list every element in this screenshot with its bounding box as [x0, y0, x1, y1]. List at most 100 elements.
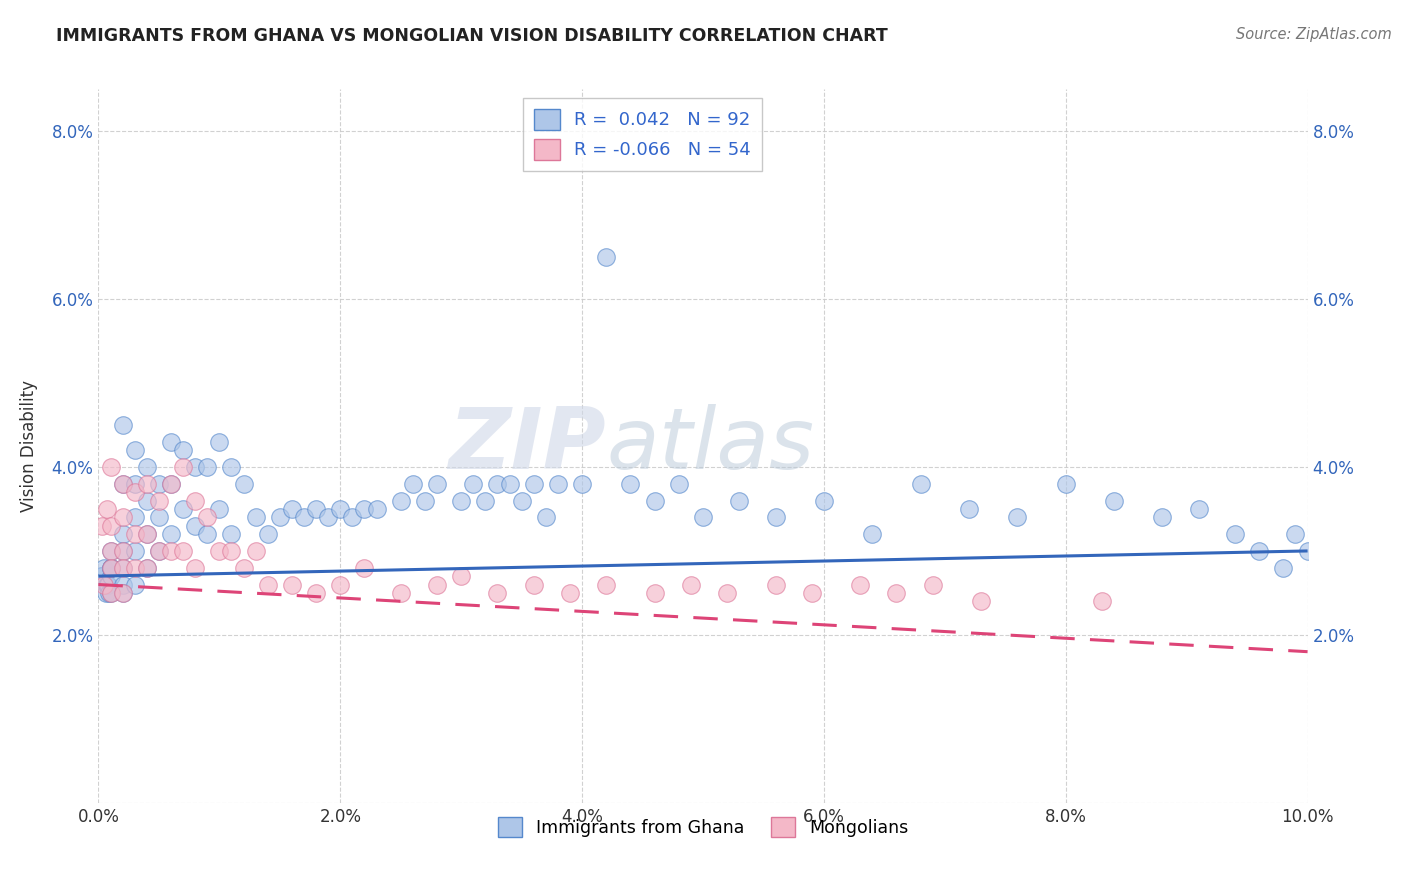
Point: [910, 476, 932, 491]
Point: [124, 443, 146, 458]
Point: [172, 460, 194, 475]
Point: [100, 544, 122, 558]
Point: [342, 510, 364, 524]
Point: [94, 586, 117, 600]
Point: [96, 502, 118, 516]
Point: [148, 544, 170, 558]
Point: [124, 510, 146, 524]
Point: [329, 577, 352, 591]
Point: [135, 560, 157, 574]
Point: [111, 417, 134, 432]
Point: [160, 476, 183, 491]
Point: [426, 577, 449, 591]
Point: [100, 544, 122, 558]
Point: [232, 560, 254, 574]
Point: [619, 476, 641, 491]
Point: [558, 586, 581, 600]
Point: [1249, 544, 1271, 558]
Point: [184, 493, 207, 508]
Point: [100, 560, 122, 574]
Point: [98, 586, 121, 600]
Point: [195, 527, 218, 541]
Point: [1091, 594, 1114, 608]
Point: [111, 544, 134, 558]
Point: [450, 569, 472, 583]
Text: Source: ZipAtlas.com: Source: ZipAtlas.com: [1236, 27, 1392, 42]
Text: atlas: atlas: [606, 404, 814, 488]
Point: [463, 476, 485, 491]
Point: [160, 434, 183, 449]
Point: [402, 476, 425, 491]
Point: [970, 594, 993, 608]
Point: [100, 518, 122, 533]
Point: [921, 577, 943, 591]
Point: [413, 493, 436, 508]
Point: [305, 586, 328, 600]
Point: [148, 544, 170, 558]
Point: [100, 560, 122, 574]
Point: [486, 476, 509, 491]
Point: [111, 527, 134, 541]
Point: [124, 577, 146, 591]
Point: [595, 577, 617, 591]
Point: [389, 586, 412, 600]
Point: [813, 493, 835, 508]
Point: [97, 577, 120, 591]
Point: [160, 476, 183, 491]
Point: [800, 586, 823, 600]
Point: [316, 510, 339, 524]
Point: [100, 560, 122, 574]
Point: [523, 476, 546, 491]
Point: [91, 569, 114, 583]
Point: [269, 510, 291, 524]
Point: [111, 476, 134, 491]
Point: [1007, 510, 1029, 524]
Point: [100, 460, 122, 475]
Point: [135, 527, 157, 541]
Point: [111, 560, 134, 574]
Point: [124, 476, 146, 491]
Point: [281, 502, 304, 516]
Point: [765, 577, 787, 591]
Point: [256, 527, 278, 541]
Point: [765, 510, 787, 524]
Point: [160, 527, 183, 541]
Point: [232, 476, 254, 491]
Point: [305, 502, 328, 516]
Point: [96, 577, 118, 591]
Y-axis label: Vision Disability: Vision Disability: [20, 380, 38, 512]
Point: [595, 250, 617, 264]
Point: [208, 434, 231, 449]
Point: [111, 544, 134, 558]
Point: [474, 493, 496, 508]
Point: [148, 476, 170, 491]
Point: [1223, 527, 1246, 541]
Point: [426, 476, 449, 491]
Point: [90, 569, 112, 583]
Point: [135, 493, 157, 508]
Point: [1284, 527, 1306, 541]
Point: [547, 476, 569, 491]
Point: [100, 560, 122, 574]
Point: [148, 493, 170, 508]
Point: [523, 577, 546, 591]
Point: [692, 510, 714, 524]
Point: [184, 560, 207, 574]
Point: [100, 586, 122, 600]
Point: [245, 544, 267, 558]
Point: [221, 544, 243, 558]
Point: [221, 527, 243, 541]
Point: [245, 510, 267, 524]
Point: [100, 586, 122, 600]
Point: [208, 544, 231, 558]
Point: [644, 493, 666, 508]
Point: [124, 560, 146, 574]
Point: [498, 476, 520, 491]
Text: ZIP: ZIP: [449, 404, 606, 488]
Point: [486, 586, 509, 600]
Point: [111, 476, 134, 491]
Point: [195, 460, 218, 475]
Point: [172, 544, 194, 558]
Point: [849, 577, 872, 591]
Point: [353, 502, 375, 516]
